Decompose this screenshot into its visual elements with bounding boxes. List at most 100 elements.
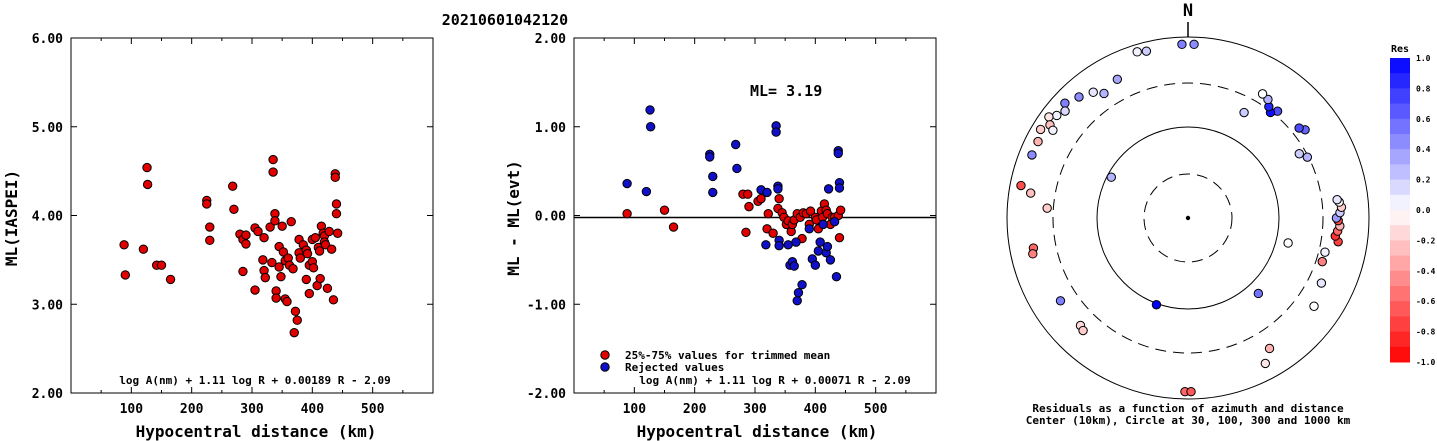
- ml-distance-chart: 2.00 3.00 4.00 5.00 6.00 100 200 300 400 500 log…: [2, 32, 434, 441]
- station-residual-point: [1055, 296, 1066, 306]
- data-point-series-1: [815, 237, 825, 247]
- colorbar-cell: [1390, 179, 1410, 196]
- data-point-series-1: [810, 260, 821, 270]
- station-residual-point: [1141, 46, 1152, 56]
- station-residual-point: [1320, 247, 1330, 257]
- data-point-series-0: [241, 230, 251, 240]
- data-point-series-0: [276, 272, 286, 282]
- data-point-series-1: [761, 240, 771, 250]
- data-point-series-0: [330, 172, 340, 183]
- station-residual-point: [1294, 149, 1304, 159]
- station-residual-point: [1099, 88, 1109, 99]
- station-residual-point: [1260, 358, 1271, 369]
- data-point-series-0: [156, 260, 167, 270]
- data-point-series-0: [668, 222, 679, 232]
- data-point-series-0: [304, 288, 315, 299]
- data-point-series-0: [138, 244, 149, 254]
- colorbar-cell: [1390, 73, 1410, 89]
- data-point-series-1: [705, 152, 715, 162]
- station-residual-point: [1294, 123, 1304, 133]
- station-residual-point: [1078, 325, 1088, 336]
- figure-title: 20210601042120: [442, 11, 568, 29]
- y-tick-label: 2.00: [32, 387, 63, 402]
- station-residual-point: [1112, 74, 1123, 85]
- data-point-series-0: [805, 206, 816, 216]
- colorbar-cell: [1390, 225, 1410, 241]
- chart1-y-ticks: 2.00 3.00 4.00 5.00 6.00: [32, 32, 433, 402]
- data-point-series-0: [834, 232, 845, 243]
- station-residual-point: [1257, 89, 1268, 99]
- polar-caption-1: Residuals as a function of azimuth and d…: [1032, 402, 1344, 415]
- y-tick-label: 1.00: [535, 121, 566, 136]
- colorbar-cell: [1390, 331, 1410, 348]
- data-point-series-1: [823, 184, 834, 194]
- station-residual-point: [1264, 343, 1275, 354]
- data-point-series-0: [324, 226, 334, 237]
- y-tick-label: -1.00: [527, 298, 566, 313]
- ring-100km: [1096, 126, 1280, 310]
- colorbar-tick-label: -1.0: [1416, 358, 1435, 367]
- legend-label-rejected: Rejected values: [625, 361, 724, 374]
- station-residual-point: [1189, 39, 1199, 50]
- data-point-series-1: [762, 187, 772, 198]
- station-residual-point: [1028, 249, 1038, 259]
- station-residual-point: [1253, 288, 1264, 299]
- station-residual-point: [1132, 47, 1142, 57]
- x-tick-label: 500: [361, 402, 385, 417]
- colorbar-ticks: 1.0 0.8 0.6 0.4 0.2 0.0 -0.2 -0.4 -0.6 -0.8 -1.0: [1416, 54, 1435, 367]
- data-point-series-0: [295, 253, 305, 263]
- colorbar-cell: [1390, 255, 1410, 272]
- outer-ring-1000km: [1006, 36, 1370, 400]
- data-point-series-1: [783, 240, 793, 250]
- station-residual-point: [1151, 300, 1162, 310]
- data-point-series-0: [259, 232, 269, 243]
- chart1-y-axis-label: ML(IASPEI): [2, 170, 21, 266]
- station-residual-point: [1060, 106, 1070, 116]
- data-point-series-0: [763, 209, 773, 219]
- colorbar-cell: [1390, 286, 1410, 302]
- data-point-series-0: [310, 232, 321, 243]
- legend-marker-rejected: [600, 362, 610, 372]
- data-point-series-0: [268, 167, 278, 177]
- data-point-series-0: [271, 293, 281, 303]
- station-residual-point: [1332, 194, 1342, 205]
- data-point-series-0: [835, 205, 846, 215]
- colorbar-tick-label: -0.2: [1416, 236, 1435, 245]
- colorbar-title: Res: [1391, 44, 1409, 55]
- data-point-series-1: [833, 148, 843, 159]
- legend-marker-trimmed: [600, 350, 610, 360]
- data-point-series-0: [286, 217, 296, 227]
- colorbar-tick-label: 0.2: [1416, 176, 1431, 185]
- y-tick-label: 6.00: [32, 32, 63, 47]
- colorbar-cell: [1390, 270, 1410, 287]
- data-point-series-1: [793, 288, 804, 298]
- azimuth-residual-plot: N Residuals as a function of azimuth and…: [1006, 1, 1370, 427]
- data-point-series-0: [238, 266, 248, 277]
- station-residual-point: [1263, 94, 1273, 105]
- data-point-series-0: [120, 270, 131, 280]
- data-point-series-0: [265, 222, 275, 232]
- station-residual-point: [1106, 172, 1116, 182]
- data-point-series-0: [332, 228, 343, 238]
- colorbar-cell: [1390, 118, 1410, 135]
- data-point-series-0: [290, 306, 301, 317]
- data-point-series-0: [744, 201, 754, 212]
- data-point-series-0: [274, 262, 284, 272]
- chart2-y-ticks: -2.00 -1.00 0.00 1.00 2.00: [527, 32, 936, 402]
- epicenter-dot: [1185, 215, 1191, 221]
- y-tick-label: 2.00: [535, 32, 566, 47]
- ring-30km: [1143, 173, 1233, 263]
- chart2-x-axis-label: Hypocentral distance (km): [637, 422, 878, 441]
- colorbar-cell: [1390, 149, 1410, 165]
- station-residual-point: [1052, 110, 1062, 121]
- colorbar-cell: [1390, 240, 1410, 257]
- colorbar-tick-label: 1.0: [1416, 54, 1431, 63]
- colorbar-tick-label: -0.4: [1416, 267, 1435, 276]
- x-tick-label: 300: [240, 402, 264, 417]
- station-residual-point: [1316, 278, 1327, 288]
- colorbar-cell: [1390, 88, 1410, 105]
- data-point-series-1: [813, 246, 824, 256]
- colorbar-cell: [1390, 58, 1410, 74]
- x-tick-label: 400: [301, 402, 325, 417]
- station-residual-point: [1177, 39, 1187, 50]
